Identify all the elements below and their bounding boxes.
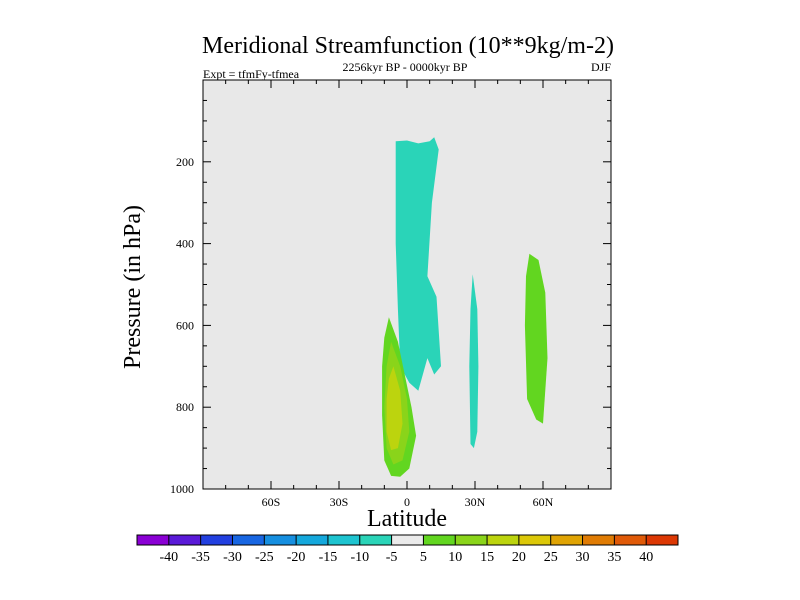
- x-tick-label: 30S: [330, 495, 349, 509]
- colorbar-label: 25: [544, 550, 558, 565]
- colorbar-swatch: [614, 535, 647, 545]
- colorbar-swatch: [646, 535, 679, 545]
- tropical-lower-positive-core: [386, 366, 403, 451]
- chart-title: Meridional Streamfunction (10**9kg/m-2): [202, 33, 614, 59]
- colorbar-swatch: [423, 535, 456, 545]
- y-axis-ticks: 200 400 600 800 1000: [170, 99, 611, 496]
- colorbar-frame: [136, 534, 679, 546]
- colorbar-swatch: [487, 535, 520, 545]
- northern-30n-negative-cell: [469, 274, 479, 449]
- x-axis-title: Latitude: [367, 506, 447, 532]
- colorbar-label: 20: [512, 550, 526, 565]
- tropical-upper-negative-outer: [395, 137, 441, 391]
- colorbar-label: -30: [223, 550, 242, 565]
- colorbar-swatch: [518, 535, 551, 545]
- colorbar-label: 40: [639, 550, 653, 565]
- northern-60n-positive-cell: [524, 253, 548, 424]
- colorbar-swatch: [137, 535, 170, 545]
- x-tick-label: 60N: [533, 495, 554, 509]
- colorbar-swatch: [264, 535, 297, 545]
- x-tick-label: 30N: [465, 495, 486, 509]
- colorbar: -40 -35 -30 -25 -20 -15 -10 -5 5 10 15 20 25 30 35 40: [136, 534, 679, 565]
- period-label: 2256kyr BP - 0000kyr BP: [343, 60, 468, 74]
- x-tick-label: 60S: [262, 495, 281, 509]
- colorbar-label: 15: [480, 550, 494, 565]
- colorbar-label: -15: [319, 550, 338, 565]
- colorbar-swatch: [455, 535, 488, 545]
- colorbar-label: -5: [386, 550, 398, 565]
- colorbar-label: -40: [159, 550, 178, 565]
- colorbar-label: -25: [255, 550, 274, 565]
- colorbar-swatch: [359, 535, 392, 545]
- y-tick-label: 400: [176, 237, 194, 251]
- season-label: DJF: [591, 60, 611, 74]
- colorbar-swatch: [168, 535, 201, 545]
- colorbar-label: 5: [420, 550, 427, 565]
- x-tick-label: 0: [404, 495, 410, 509]
- y-axis-title: Pressure (in hPa): [120, 205, 146, 369]
- colorbar-swatch: [327, 535, 361, 545]
- colorbar-swatch: [582, 535, 615, 545]
- colorbar-label: 30: [576, 550, 590, 565]
- colorbar-swatch: [296, 535, 329, 545]
- colorbar-swatch: [200, 535, 233, 545]
- y-tick-label: 800: [176, 400, 194, 414]
- x-axis-ticks: 60S 30S 0 30N 60N: [225, 80, 589, 509]
- colorbar-label: -20: [287, 550, 306, 565]
- colorbar-label: -35: [191, 550, 210, 565]
- y-tick-label: 600: [176, 318, 194, 332]
- colorbar-swatch: [232, 535, 265, 545]
- contour-regions: [382, 137, 548, 477]
- y-tick-label: 200: [176, 155, 194, 169]
- colorbar-label: 35: [607, 550, 621, 565]
- colorbar-swatch: [391, 535, 424, 545]
- colorbar-swatch: [550, 535, 583, 545]
- colorbar-label: 10: [448, 550, 462, 565]
- y-tick-label: 1000: [170, 482, 194, 496]
- colorbar-label: -10: [350, 550, 369, 565]
- experiment-label: Expt = tfmFy-tfmea: [203, 67, 300, 81]
